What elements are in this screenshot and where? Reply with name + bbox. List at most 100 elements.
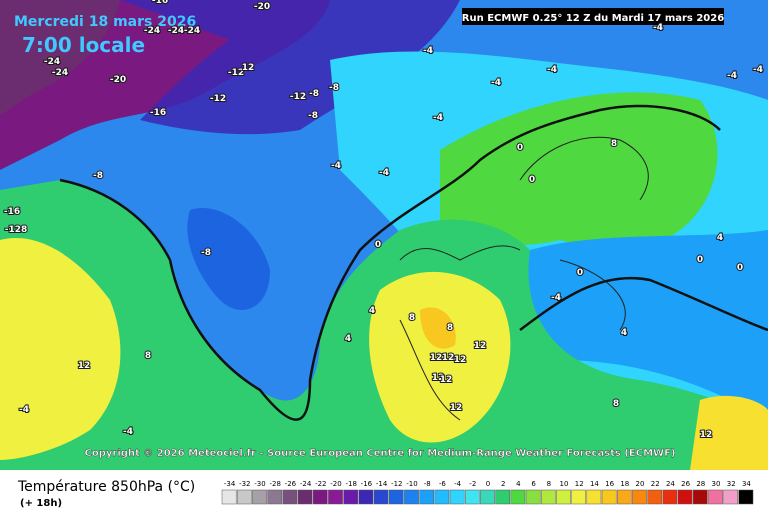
- scale-swatch: [419, 489, 435, 505]
- scale-swatch: [358, 489, 374, 505]
- scale-swatch: [480, 489, 495, 505]
- contour-label: -16: [152, 0, 168, 6]
- scale-label: 20: [636, 480, 645, 488]
- scale-label: -12: [391, 480, 402, 488]
- contour-label: -4: [19, 405, 29, 415]
- scale-label: 30: [712, 480, 721, 488]
- contour-label: -24: [144, 26, 160, 36]
- contour-label: -16: [150, 108, 166, 118]
- contour-label: 12: [430, 353, 443, 363]
- scale-label: 14: [590, 480, 599, 488]
- scale-swatch: [449, 489, 465, 505]
- scale-label: 6: [531, 480, 536, 488]
- isotherm-zero-east: [519, 276, 768, 332]
- hot-spot: [420, 307, 456, 349]
- contour-label: -4: [753, 65, 763, 75]
- scale-swatch: [343, 489, 359, 505]
- contour-label: -12: [290, 92, 306, 102]
- scale-swatch: [312, 489, 328, 505]
- contour-label: -4: [379, 168, 389, 178]
- scale-label: -18: [345, 480, 356, 488]
- scale-swatch: [647, 489, 663, 505]
- scale-label: 32: [727, 480, 736, 488]
- copyright: Copyright © 2026 Meteociel.fr - Source E…: [85, 448, 676, 459]
- contour-label: -4: [331, 161, 341, 171]
- warm-southeast: [690, 395, 768, 470]
- contour-label: 12: [242, 63, 255, 73]
- scale-label: 12: [575, 480, 584, 488]
- legend-subtitle: (+ 18h): [20, 498, 62, 509]
- contour-label: -4: [727, 71, 737, 81]
- contour-label: -16: [4, 207, 20, 217]
- scale-swatch: [373, 489, 389, 505]
- contour-label: -20: [254, 2, 270, 12]
- scale-label: 22: [651, 480, 660, 488]
- scale-swatch: [540, 489, 556, 505]
- scale-label: -30: [254, 480, 265, 488]
- scale-label: 4: [516, 480, 521, 488]
- scale-label: -28: [269, 480, 280, 488]
- scale-label: -22: [315, 480, 326, 488]
- contour-label: 8: [611, 139, 617, 149]
- scale-label: -6: [439, 480, 447, 488]
- contour-label: -4: [551, 293, 561, 303]
- contour-label: 4: [621, 328, 627, 338]
- scale-swatch: [723, 489, 739, 505]
- scale-swatch: [616, 489, 632, 505]
- contour-label: -4: [653, 23, 663, 33]
- legend-title: Température 850hPa (°C): [17, 479, 195, 495]
- contour-label: 8: [145, 351, 151, 361]
- contour-label: 0: [529, 175, 535, 185]
- contour-label: -4: [423, 46, 433, 56]
- contour-label: 12: [450, 403, 463, 413]
- contour-label: -24: [168, 26, 184, 36]
- scale-swatch: [510, 489, 526, 505]
- scale-swatch: [252, 489, 267, 505]
- time: 7:00 locale: [22, 33, 145, 57]
- scale-label: 34: [742, 480, 751, 488]
- scale-label: -32: [239, 480, 250, 488]
- scale-label: -8: [424, 480, 431, 488]
- scale-label: -16: [361, 480, 373, 488]
- contour-label: -8: [329, 83, 339, 93]
- contour-label: -24: [184, 26, 200, 36]
- contour-label: -20: [110, 75, 126, 85]
- contour-label: 12: [432, 373, 445, 383]
- contour-label: -4: [123, 427, 133, 437]
- contour-label: 8: [447, 323, 453, 333]
- contour-label: 12: [78, 361, 91, 371]
- run-info: Run ECMWF 0.25° 12 Z du Mardi 17 mars 20…: [462, 13, 724, 24]
- scale-label: 2: [501, 480, 505, 488]
- scale-label: 8: [547, 480, 551, 488]
- contour-label: 0: [375, 240, 381, 250]
- scale-label: -14: [376, 480, 388, 488]
- scale-swatch: [601, 489, 617, 505]
- scale-label: 28: [696, 480, 705, 488]
- coastline: [399, 136, 649, 421]
- scale-swatch: [221, 489, 237, 505]
- warm-atlantic: [0, 238, 121, 460]
- contour-label: 0: [737, 263, 743, 273]
- east-europe-cold: [526, 230, 768, 420]
- scale-swatch: [495, 489, 511, 505]
- contour-label: -4: [433, 113, 443, 123]
- contour-label: -12: [210, 94, 226, 104]
- contour-label: 12: [700, 430, 713, 440]
- scale-swatch: [267, 489, 283, 505]
- scale-swatch: [464, 489, 480, 505]
- contour-label: -8: [309, 89, 319, 99]
- contour-label: 12: [440, 375, 453, 385]
- scale-label: -34: [224, 480, 236, 488]
- contour-label: -4: [491, 78, 501, 88]
- scale-swatch: [434, 489, 450, 505]
- scale-label: 26: [681, 480, 690, 488]
- scale-swatch: [571, 489, 587, 505]
- contour-label: -8: [201, 248, 211, 258]
- cold-pool: [187, 208, 270, 310]
- contour-label: -24: [52, 68, 68, 78]
- scale-swatch: [738, 489, 754, 505]
- contour-label: -8: [93, 171, 103, 181]
- contour-label: 4: [345, 334, 351, 344]
- scandinavia-green: [440, 92, 718, 260]
